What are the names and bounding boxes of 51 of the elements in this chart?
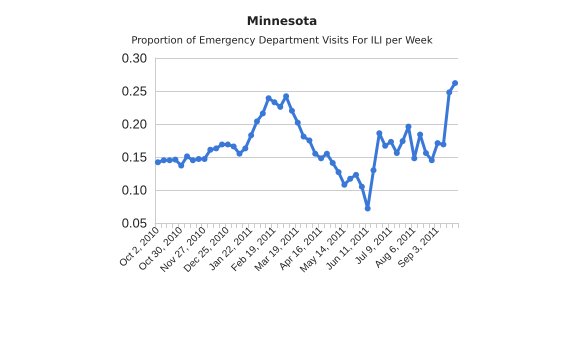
point [207, 146, 214, 153]
point [288, 108, 295, 114]
point [312, 150, 318, 157]
point [190, 157, 196, 164]
point [178, 162, 184, 169]
point [224, 141, 231, 148]
point [358, 184, 365, 190]
point [382, 142, 388, 149]
point [213, 145, 220, 152]
point [306, 138, 312, 144]
chart-title: Minnesota [246, 14, 318, 28]
point [172, 156, 178, 163]
point [400, 138, 406, 144]
point [160, 157, 167, 164]
point [242, 145, 248, 152]
point [196, 156, 202, 162]
point [388, 138, 394, 145]
point [353, 172, 360, 178]
y-tick-label: 0.05 [122, 216, 147, 230]
point [202, 156, 208, 162]
point [324, 150, 330, 157]
point [452, 80, 458, 86]
point [254, 118, 260, 124]
y-tick-label: 0.10 [122, 182, 147, 198]
point [336, 169, 342, 176]
point [248, 132, 254, 138]
point [440, 141, 446, 148]
point [434, 140, 441, 146]
y-tick-label: 0.15 [122, 150, 147, 164]
point [266, 95, 272, 102]
y-tick-label: 0.30 [122, 50, 147, 66]
point [341, 182, 348, 188]
y-tick-label: 0.25 [122, 84, 147, 98]
point [330, 160, 336, 166]
point [370, 167, 377, 174]
point [271, 99, 278, 106]
point [277, 104, 284, 110]
point [347, 176, 354, 182]
point [294, 120, 301, 126]
y-tick-label: 0.20 [122, 116, 147, 132]
point [184, 153, 190, 160]
point [422, 150, 429, 156]
point [166, 157, 173, 164]
chart-subtitle: Proportion of Emergency Department Visits For ILI per Week [131, 36, 433, 46]
point [318, 155, 324, 162]
point [154, 159, 161, 166]
point [230, 143, 237, 150]
point [236, 150, 242, 157]
point [260, 110, 266, 116]
point [446, 89, 452, 96]
point [300, 134, 307, 140]
